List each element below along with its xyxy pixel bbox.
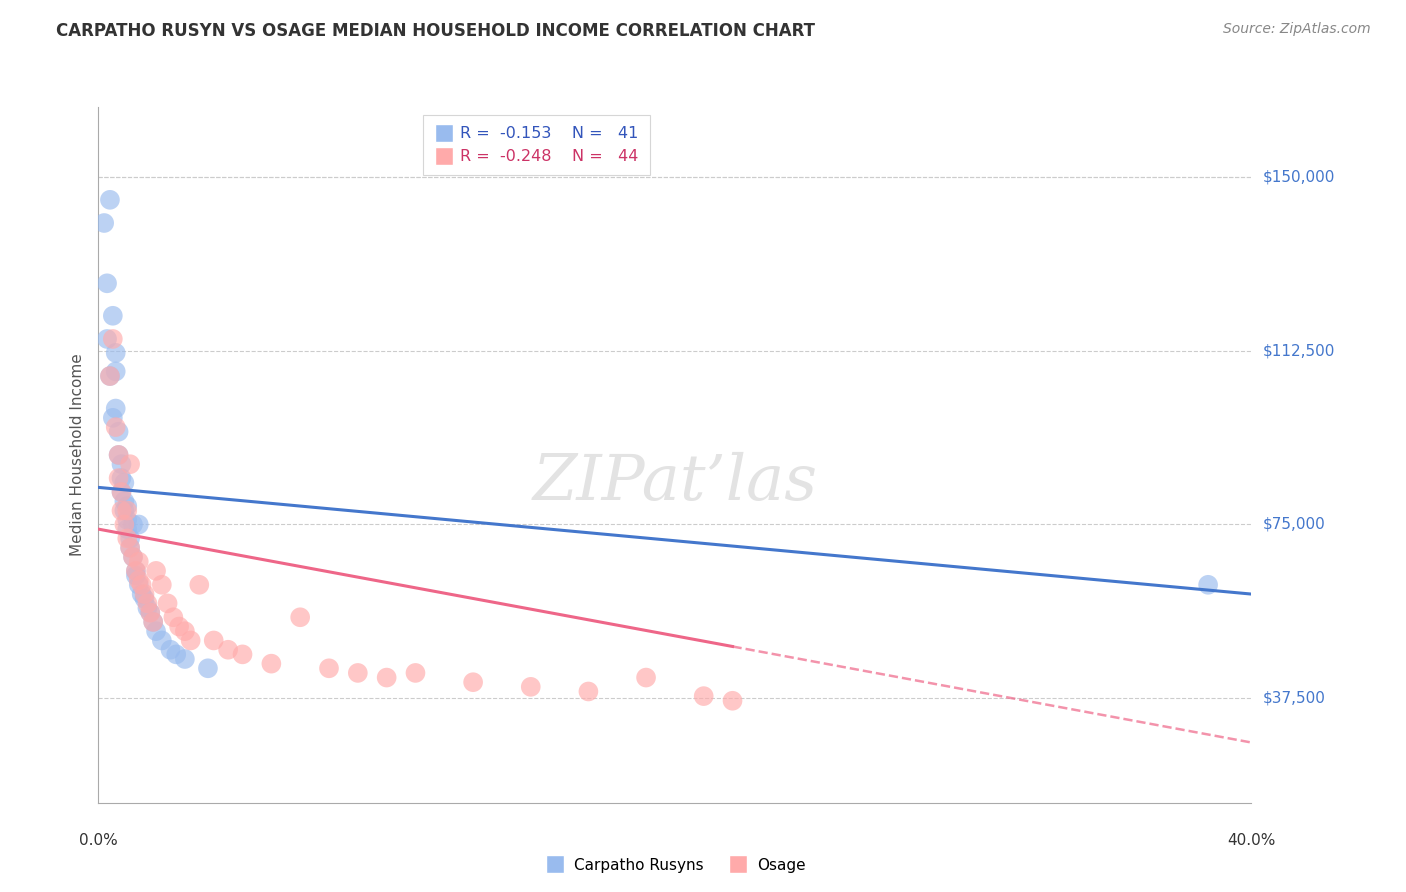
Point xyxy=(107,471,129,485)
Point xyxy=(217,642,239,657)
Point xyxy=(159,642,181,657)
Point xyxy=(145,564,167,578)
Point xyxy=(578,684,600,698)
Point xyxy=(120,457,142,471)
Point xyxy=(122,549,145,564)
Point xyxy=(98,369,121,384)
Point xyxy=(117,513,138,527)
Text: $112,500: $112,500 xyxy=(1263,343,1334,358)
Point xyxy=(96,332,118,346)
Text: $75,000: $75,000 xyxy=(1263,517,1326,532)
Point xyxy=(120,541,142,555)
Point xyxy=(134,591,156,606)
Point xyxy=(136,596,159,610)
Point xyxy=(112,475,135,490)
Point xyxy=(128,578,150,592)
Point xyxy=(110,471,132,485)
Point xyxy=(110,503,132,517)
Point xyxy=(107,425,129,439)
Point xyxy=(131,578,153,592)
Text: CARPATHO RUSYN VS OSAGE MEDIAN HOUSEHOLD INCOME CORRELATION CHART: CARPATHO RUSYN VS OSAGE MEDIAN HOUSEHOLD… xyxy=(56,22,815,40)
Legend: Carpatho Rusyns, Osage: Carpatho Rusyns, Osage xyxy=(537,852,813,879)
Point xyxy=(117,522,138,536)
Point xyxy=(128,573,150,587)
Point xyxy=(96,277,118,291)
Point xyxy=(117,503,138,517)
Point xyxy=(110,485,132,500)
Point xyxy=(112,494,135,508)
Point xyxy=(125,564,148,578)
Point xyxy=(112,503,135,517)
Point xyxy=(128,555,150,569)
Point xyxy=(636,671,658,685)
Point xyxy=(318,661,340,675)
Point xyxy=(165,648,187,662)
Point xyxy=(1197,578,1219,592)
Y-axis label: Median Household Income: Median Household Income xyxy=(70,353,86,557)
Point xyxy=(101,410,124,425)
Point xyxy=(145,624,167,639)
Point xyxy=(693,689,716,703)
Point xyxy=(167,619,190,633)
Point xyxy=(110,457,132,471)
Point xyxy=(104,420,127,434)
Point xyxy=(104,364,127,378)
Point xyxy=(120,541,142,555)
Point xyxy=(231,648,254,662)
Point xyxy=(142,615,165,629)
Text: $37,500: $37,500 xyxy=(1263,691,1326,706)
Point xyxy=(134,587,156,601)
Point xyxy=(346,665,368,680)
Point xyxy=(107,448,129,462)
Point xyxy=(150,578,173,592)
Point xyxy=(104,346,127,360)
Text: ZIPat’las: ZIPat’las xyxy=(533,452,817,514)
Point xyxy=(461,675,484,690)
Point xyxy=(139,606,162,620)
Point xyxy=(174,652,197,666)
Point xyxy=(197,661,219,675)
Point xyxy=(142,615,165,629)
Point xyxy=(131,587,153,601)
Point xyxy=(405,665,427,680)
Point xyxy=(117,499,138,513)
Point xyxy=(122,517,145,532)
Point xyxy=(104,401,127,416)
Point xyxy=(202,633,225,648)
Point xyxy=(156,596,179,610)
Point xyxy=(188,578,211,592)
Point xyxy=(101,309,124,323)
Point xyxy=(110,485,132,500)
Text: Source: ZipAtlas.com: Source: ZipAtlas.com xyxy=(1223,22,1371,37)
Point xyxy=(98,193,121,207)
Point xyxy=(260,657,283,671)
Point xyxy=(112,517,135,532)
Point xyxy=(290,610,312,624)
Point xyxy=(520,680,543,694)
Text: 0.0%: 0.0% xyxy=(79,833,118,848)
Point xyxy=(721,694,744,708)
Point xyxy=(162,610,184,624)
Point xyxy=(98,369,121,384)
Point xyxy=(93,216,115,230)
Point xyxy=(180,633,202,648)
Point xyxy=(107,448,129,462)
Point xyxy=(117,532,138,546)
Point xyxy=(125,564,148,578)
Point xyxy=(122,549,145,564)
Point xyxy=(375,671,398,685)
Point xyxy=(174,624,197,639)
Text: 40.0%: 40.0% xyxy=(1227,833,1275,848)
Point xyxy=(128,517,150,532)
Point xyxy=(120,532,142,546)
Point xyxy=(150,633,173,648)
Point xyxy=(125,568,148,582)
Point xyxy=(139,606,162,620)
Text: $150,000: $150,000 xyxy=(1263,169,1334,184)
Point xyxy=(136,601,159,615)
Point xyxy=(101,332,124,346)
